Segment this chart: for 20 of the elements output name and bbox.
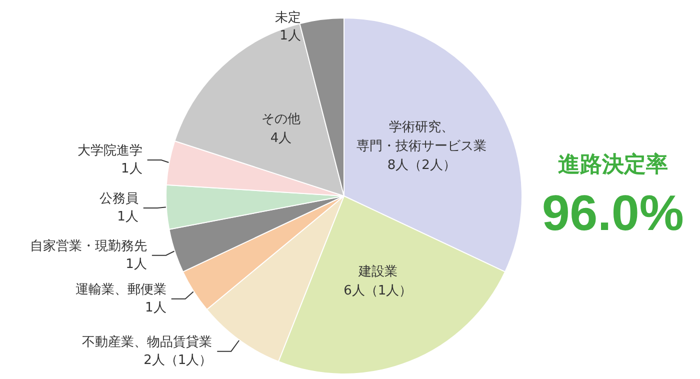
slice-label: 運輸業、郵便業	[75, 282, 166, 298]
slice-label: 大学院進学	[77, 144, 142, 159]
data-label: 1人	[126, 256, 147, 272]
slice-label: その他	[262, 112, 301, 127]
slice-label: 不動産業、物品賃貸業	[82, 334, 212, 350]
data-label: 1人	[117, 210, 138, 225]
slice-label: 学術研究、専門・技術サービス業	[356, 120, 487, 154]
data-label: 1人	[145, 300, 166, 316]
data-label: 6人（1人）	[344, 284, 412, 299]
slice-label: 建設業	[357, 264, 398, 280]
data-label: 1人	[280, 28, 301, 44]
slice-label: 未定	[274, 10, 301, 26]
slice-label: 公務員	[99, 192, 138, 207]
text: 進路決定率	[558, 152, 668, 178]
data-label: 8人（2人）	[387, 158, 456, 174]
data-label: 1人	[121, 162, 142, 177]
data-label: 4人	[270, 130, 292, 146]
slice-label: 自家営業・現勤務先	[30, 238, 147, 254]
text: 96.0%	[542, 185, 684, 241]
data-label: 2人（1人）	[144, 352, 212, 368]
